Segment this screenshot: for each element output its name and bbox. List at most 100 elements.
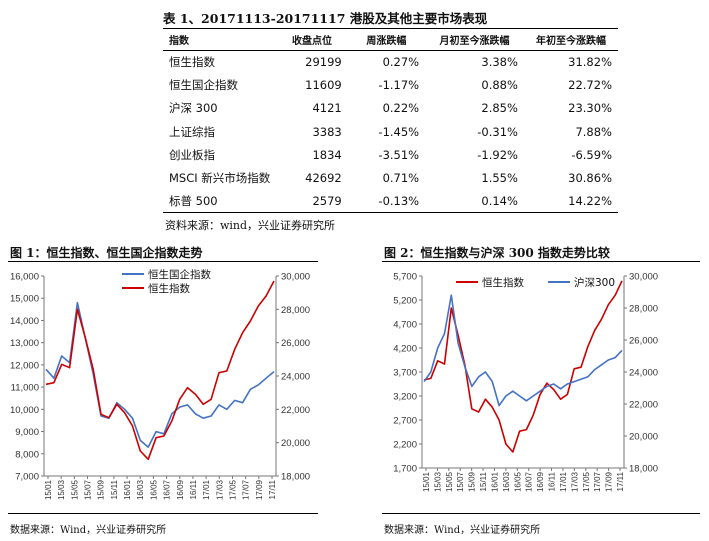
x-tick-label: 16/03	[136, 479, 145, 500]
left-tick-label: 2,200	[393, 440, 417, 451]
cell-index: 恒生指数	[169, 55, 215, 70]
market-table-section: 表 1、20171113-20171117 港股及其他主要市场表现 指数 收盘点…	[163, 10, 618, 233]
x-tick-label: 17/05	[582, 471, 591, 492]
x-tick-label: 16/09	[536, 471, 545, 492]
x-tick-label: 15/09	[468, 471, 477, 492]
right-tick-label: 28,000	[281, 305, 310, 316]
figure2-title-rule	[382, 261, 700, 262]
x-tick-label: 15/01	[422, 471, 431, 492]
series-line-left-axis	[45, 301, 275, 448]
x-tick-label: 17/01	[559, 471, 568, 492]
right-tick-label: 30,000	[281, 272, 310, 283]
x-tick-label: 17/09	[605, 471, 614, 492]
left-tick-label: 5,700	[393, 272, 417, 283]
cell-mtd: -1.92%	[477, 147, 518, 162]
table-row: 标普 500 2579 -0.13% 0.14% 14.22%	[163, 189, 618, 214]
cell-close: 11609	[305, 78, 342, 93]
legend-label: 恒生指数	[482, 276, 524, 289]
cell-index: MSCI 新兴市场指数	[169, 171, 271, 186]
header-ytd-change: 年初至今涨跌幅	[523, 28, 618, 51]
right-tick-label: 20,000	[629, 432, 658, 443]
figure1-title: 图 1：恒生指数、恒生国企指数走势	[10, 246, 203, 260]
cell-ytd: 22.72%	[568, 78, 612, 93]
cell-week: -1.45%	[378, 124, 420, 139]
x-tick-label: 16/05	[513, 471, 522, 492]
x-tick-label: 15/09	[97, 479, 106, 500]
cell-index: 创业板指	[169, 147, 215, 162]
figure2-source-rule	[382, 513, 700, 514]
left-tick-label: 13,000	[10, 338, 39, 349]
x-tick-label: 17/03	[215, 479, 224, 500]
cell-ytd: 30.86%	[568, 171, 612, 186]
series-line-right-axis	[45, 280, 275, 461]
right-tick-label: 24,000	[281, 372, 310, 383]
left-tick-label: 4,200	[393, 344, 417, 355]
cell-week: -1.17%	[378, 78, 420, 93]
left-tick-label: 1,700	[393, 464, 417, 475]
x-tick-label: 16/09	[176, 479, 185, 500]
right-tick-label: 26,000	[629, 336, 658, 347]
cell-ytd: -6.59%	[571, 147, 612, 162]
header-close: 收盘点位	[276, 28, 348, 51]
x-tick-label: 15/03	[57, 479, 66, 500]
header-week-change: 周涨跌幅	[347, 28, 426, 51]
cell-index: 标普 500	[163, 189, 277, 214]
cell-close: 29199	[305, 55, 342, 70]
cell-week: 0.22%	[382, 101, 420, 116]
left-tick-label: 5,200	[393, 296, 417, 307]
header-index: 指数	[163, 28, 277, 51]
x-tick-label: 16/07	[163, 479, 172, 500]
x-tick-label: 15/05	[70, 479, 79, 500]
figure1-chart: 7,000 8,000 9,000 10,000 11,000 12,000 13,000 1…	[10, 268, 310, 500]
x-tick-label: 15/11	[479, 471, 488, 491]
figure2-source: 数据来源：Wind，兴业证券研究所	[384, 525, 541, 536]
x-tick-label: 17/07	[593, 471, 602, 492]
legend-label: 恒生国企指数	[148, 268, 211, 281]
header-mtd-change: 月初至今涨跌幅	[425, 28, 524, 51]
left-tick-label: 10,000	[10, 405, 39, 416]
right-tick-label: 30,000	[629, 272, 658, 283]
x-tick-label: 17/05	[228, 479, 237, 500]
left-tick-label: 11,000	[11, 383, 39, 394]
figure1-title-rule	[8, 261, 318, 262]
figure2-title: 图 2：恒生指数与沪深 300 指数走势比较	[384, 246, 610, 260]
cell-mtd: 0.14%	[425, 189, 524, 214]
legend-label: 沪深300	[574, 276, 615, 289]
left-tick-label: 2,700	[393, 416, 417, 427]
table-row: 沪深 300 4121 0.22% 2.85% 23.30%	[163, 97, 618, 120]
cell-close: 2579	[276, 189, 348, 214]
x-tick-label: 15/11	[110, 479, 119, 499]
figure1-source: 数据来源：Wind，兴业证券研究所	[10, 525, 167, 536]
cell-close: 3383	[312, 124, 342, 139]
left-tick-label: 3,700	[393, 368, 417, 379]
cell-week: 0.71%	[382, 171, 420, 186]
right-tick-label: 24,000	[629, 368, 658, 379]
x-tick-label: 17/03	[570, 471, 579, 492]
series-line-left-axis	[423, 294, 623, 407]
cell-mtd: 1.55%	[481, 171, 518, 186]
cell-close: 1834	[312, 147, 342, 162]
x-tick-label: 15/01	[44, 479, 53, 500]
right-tick-label: 18,000	[281, 472, 310, 483]
x-tick-label: 16/11	[189, 479, 198, 499]
x-tick-label: 15/03	[433, 471, 442, 492]
cell-index: 上证综指	[169, 124, 215, 139]
table-header-row: 指数 收盘点位 周涨跌幅 月初至今涨跌幅 年初至今涨跌幅	[163, 28, 618, 51]
left-tick-label: 8,000	[15, 449, 39, 460]
x-tick-label: 17/07	[242, 479, 251, 500]
cell-ytd: 14.22%	[523, 189, 618, 214]
cell-week: -3.51%	[378, 147, 420, 162]
cell-mtd: 3.38%	[481, 55, 518, 70]
x-tick-label: 15/07	[84, 479, 93, 500]
table-row: MSCI 新兴市场指数 42692 0.71% 1.55% 30.86%	[163, 166, 618, 189]
table-row: 恒生指数 29199 0.27% 3.38% 31.82%	[163, 51, 618, 74]
x-tick-label: 17/11	[616, 471, 625, 491]
cell-week: 0.27%	[382, 55, 420, 70]
market-performance-table: 指数 收盘点位 周涨跌幅 月初至今涨跌幅 年初至今涨跌幅 恒生指数 29199 …	[163, 28, 618, 214]
left-tick-label: 12,000	[10, 360, 39, 371]
right-tick-label: 20,000	[281, 438, 310, 449]
x-tick-label: 16/11	[548, 471, 557, 491]
left-tick-label: 14,000	[10, 316, 39, 327]
left-tick-label: 3,200	[393, 392, 417, 403]
x-tick-label: 17/09	[255, 479, 264, 500]
